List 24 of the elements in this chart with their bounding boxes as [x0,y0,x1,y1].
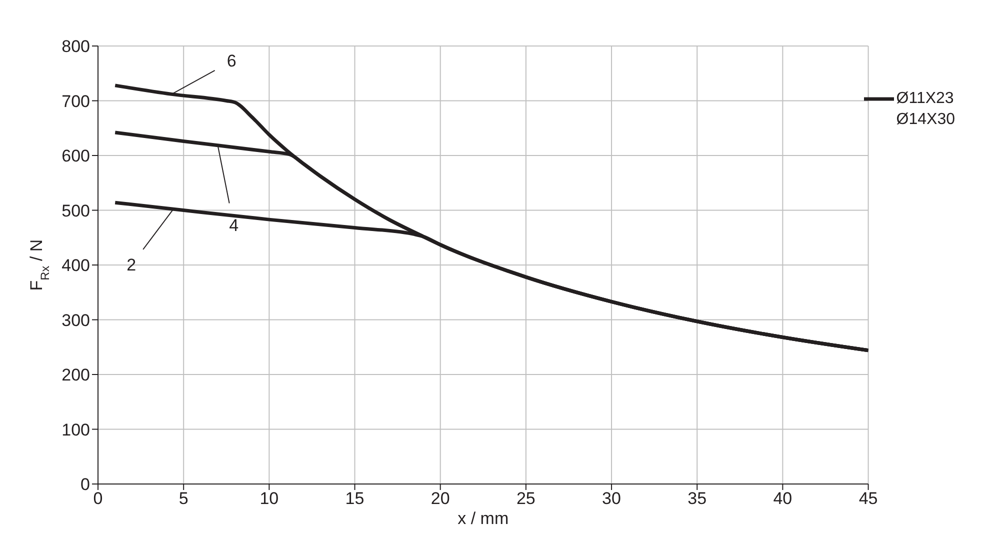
x-tick-label: 5 [178,489,188,508]
y-tick-label: 100 [62,420,90,440]
x-tick-label: 20 [430,489,450,508]
annotation: 4 [229,216,239,236]
x-tick-label: 35 [688,489,707,508]
y-tick-label: 800 [62,37,90,56]
x-tick-label: 10 [260,489,279,508]
y-tick-label: 0 [80,475,90,494]
y-tick-label: 300 [62,310,90,330]
x-axis-title: x / mm [458,509,509,528]
x-tick-label: 25 [516,489,536,508]
y-tick-label: 700 [62,92,90,111]
y-tick-label: 200 [62,366,90,385]
x-tick-label: 15 [345,489,364,508]
x-tick-label: 40 [773,489,792,508]
x-tick-label: 45 [858,489,878,508]
y-tick-label: 600 [62,146,90,166]
legend-label: Ø11X23 Ø14X30 [896,89,955,130]
x-tick-label: 0 [93,489,103,508]
annotation: 2 [126,256,136,275]
annotation: 6 [226,52,236,71]
x-tick-label: 30 [602,489,621,508]
y-tick-label: 400 [62,256,90,276]
y-tick-label: 500 [62,201,90,220]
